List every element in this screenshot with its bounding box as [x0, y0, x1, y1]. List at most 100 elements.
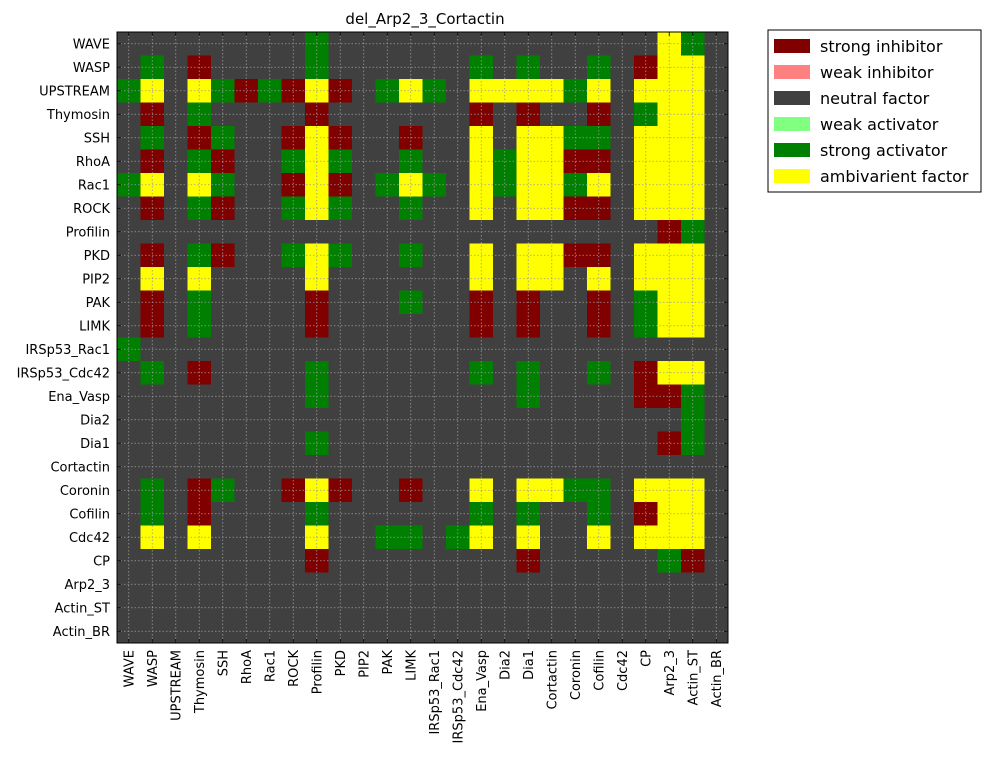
x-tick-label: WAVE [122, 650, 137, 687]
heatmap-cell [681, 596, 705, 620]
heatmap-cell [352, 572, 376, 597]
legend-swatch [774, 65, 810, 79]
legend-swatch [774, 117, 810, 131]
y-tick-label: PKD [84, 249, 110, 264]
heatmap-cell [258, 79, 282, 103]
x-tick-label: Cdc42 [616, 650, 631, 691]
heatmap-cell [563, 267, 588, 291]
heatmap-cell [234, 267, 259, 291]
x-tick-label: LIMK [404, 650, 419, 681]
heatmap-cell [493, 478, 517, 503]
heatmap-cell [352, 314, 376, 338]
heatmap-cell [399, 243, 423, 268]
legend: strong inhibitor weak inhibitor neutral fa… [767, 29, 982, 193]
heatmap-cell [399, 478, 423, 503]
heatmap-cell [587, 478, 611, 503]
heatmap-cell [587, 173, 611, 197]
heatmap-cell [164, 337, 188, 362]
heatmap-cell [234, 102, 259, 127]
heatmap-cell [587, 267, 611, 291]
heatmap-cell [493, 337, 517, 362]
legend-label: strong activator [820, 141, 948, 160]
y-tick-label: PAK [86, 296, 111, 311]
heatmap-cell [399, 102, 423, 127]
heatmap-cell [399, 337, 423, 362]
heatmap-cell [187, 596, 212, 620]
heatmap-cell [258, 102, 282, 127]
heatmap-cell [187, 79, 212, 103]
heatmap-cell [587, 502, 611, 526]
heatmap-cell [187, 243, 212, 268]
heatmap-cell [563, 102, 588, 127]
x-tick-label: PAK [381, 650, 396, 675]
heatmap-cell [164, 149, 188, 174]
heatmap-cell [657, 267, 682, 291]
heatmap-cell [657, 102, 682, 127]
heatmap-cell [681, 173, 705, 197]
heatmap-cell [352, 149, 376, 174]
x-tick-label: UPSTREAM [169, 650, 184, 721]
heatmap-cell [563, 431, 588, 456]
heatmap-cell [164, 173, 188, 197]
heatmap-cell [328, 502, 353, 526]
x-tick-label: Cofilin [592, 650, 607, 691]
heatmap-cell [587, 431, 611, 456]
heatmap-cell [258, 596, 282, 620]
heatmap-cell [187, 408, 212, 432]
heatmap-cell [563, 408, 588, 432]
heatmap-cell [187, 173, 212, 197]
heatmap-cell [516, 173, 541, 197]
heatmap-cell [399, 267, 423, 291]
heatmap-cell [187, 502, 212, 526]
heatmap-cell [657, 173, 682, 197]
y-tick-label: Cofilin [69, 507, 110, 522]
heatmap-cell [399, 596, 423, 620]
heatmap-cell [352, 596, 376, 620]
heatmap-cell [258, 431, 282, 456]
heatmap-cell [422, 149, 447, 174]
heatmap-cell [422, 408, 447, 432]
heatmap-cell [516, 572, 541, 597]
y-tick-label: IRSp53_Rac1 [25, 343, 110, 358]
y-tick-label: Coronin [60, 484, 110, 499]
heatmap-cell [187, 149, 212, 174]
heatmap-cell [516, 243, 541, 268]
heatmap-cell [563, 478, 588, 503]
heatmap-cell [258, 173, 282, 197]
heatmap-cell [657, 337, 682, 362]
heatmap-cell [587, 572, 611, 597]
heatmap-cell [587, 337, 611, 362]
heatmap-cell [234, 596, 259, 620]
heatmap-cell [657, 408, 682, 432]
heatmap-cell [422, 314, 447, 338]
heatmap-cell [516, 314, 541, 338]
y-tick-label: Cortactin [50, 460, 110, 475]
y-axis-tick-labels: WAVE WASP UPSTREAM Thymosin SSH RhoA Rac1 ROCK P… [17, 37, 111, 640]
heatmap-cell [681, 267, 705, 291]
legend-box [767, 29, 982, 193]
legend-label: strong inhibitor [820, 37, 943, 56]
heatmap-cell [258, 502, 282, 526]
heatmap-cell [493, 79, 517, 103]
y-tick-label: Dia2 [80, 413, 110, 428]
heatmap-cell [187, 267, 212, 291]
heatmap-cell [493, 102, 517, 127]
heatmap-cell [352, 267, 376, 291]
x-tick-label: SSH [216, 650, 231, 676]
heatmap-cell [563, 243, 588, 268]
heatmap-cell [563, 314, 588, 338]
heatmap-cell [422, 478, 447, 503]
x-tick-label: Ena_Vasp [475, 650, 490, 712]
heatmap-cell [516, 149, 541, 174]
x-axis-tick-labels: WAVE WASP UPSTREAM Thymosin SSH RhoA Rac1 ROCK P… [122, 650, 725, 744]
heatmap-cell [493, 243, 517, 268]
heatmap-cell [563, 173, 588, 197]
heatmap-cell [258, 149, 282, 174]
heatmap-cell [563, 596, 588, 620]
heatmap-cell [516, 337, 541, 362]
axis-ticks [117, 32, 728, 643]
heatmap-cell [516, 79, 541, 103]
heatmap-cell [422, 502, 447, 526]
heatmap-cell [258, 408, 282, 432]
